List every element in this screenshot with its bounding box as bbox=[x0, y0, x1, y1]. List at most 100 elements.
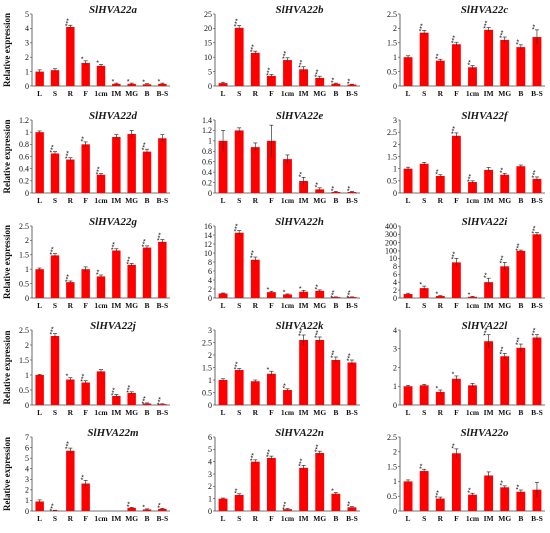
y-tick-label: 0 bbox=[393, 507, 397, 516]
x-tick-label: IM bbox=[111, 301, 121, 310]
x-tick-label: MG bbox=[313, 89, 326, 98]
significance-label: * bbox=[142, 504, 150, 509]
significance-label: *** bbox=[467, 173, 476, 183]
y-axis-label: Relative expression bbox=[2, 13, 12, 87]
significance-label: ** bbox=[330, 77, 338, 84]
x-tick-label: IM bbox=[111, 408, 121, 417]
x-tick-label: R bbox=[253, 514, 259, 523]
y-tick-label: 0.5 bbox=[387, 492, 397, 501]
significance-label: *** bbox=[141, 395, 150, 405]
bar bbox=[158, 508, 167, 511]
y-tick-label: 0.8 bbox=[202, 147, 212, 156]
x-tick-label: R bbox=[68, 301, 74, 310]
significance-label: * bbox=[282, 289, 290, 294]
x-tick-label: B-S bbox=[346, 408, 358, 417]
y-tick-label: 2 bbox=[393, 286, 397, 295]
x-tick-label: 1cm bbox=[94, 196, 108, 205]
bar bbox=[484, 341, 494, 405]
x-tick-label: B bbox=[333, 301, 338, 310]
bar bbox=[250, 381, 260, 405]
x-tick-label: MG bbox=[498, 301, 511, 310]
bar bbox=[112, 250, 121, 298]
chart-panel-slhva22b: SlHVA22b0510152025L***S***R***F***1cm***… bbox=[204, 4, 360, 98]
significance-label: ** bbox=[515, 484, 523, 491]
chart-title: SlHVA22f bbox=[461, 110, 509, 122]
x-tick-label: MG bbox=[313, 408, 326, 417]
y-tick-label: 6 bbox=[393, 270, 397, 279]
y-tick-label: 2 bbox=[25, 341, 29, 350]
y-tick-label: 0 bbox=[208, 294, 212, 303]
x-tick-label: B-S bbox=[531, 301, 543, 310]
x-tick-label: MG bbox=[498, 89, 511, 98]
significance-label: ** bbox=[126, 501, 134, 508]
significance-label: *** bbox=[330, 289, 339, 299]
chart-title: SlHVA22i bbox=[462, 216, 509, 228]
chart-title: SlHVA22h bbox=[275, 216, 324, 228]
x-tick-label: B-S bbox=[531, 514, 543, 523]
bar bbox=[266, 292, 276, 298]
x-tick-label: R bbox=[68, 196, 74, 205]
chart-title: SlHVA22e bbox=[276, 110, 324, 122]
significance-label: * bbox=[126, 78, 134, 83]
bar bbox=[484, 282, 494, 298]
bar bbox=[50, 153, 60, 193]
bar bbox=[50, 510, 60, 511]
x-tick-label: B bbox=[144, 301, 149, 310]
x-tick-label: 1cm bbox=[94, 301, 108, 310]
y-tick-label: 12 bbox=[204, 240, 212, 249]
bar bbox=[419, 385, 429, 405]
bar bbox=[96, 371, 106, 405]
y-tick-label: 3 bbox=[25, 39, 29, 48]
x-tick-label: L bbox=[221, 301, 226, 310]
y-tick-label: 1 bbox=[25, 265, 29, 274]
bar bbox=[250, 147, 260, 193]
significance-label: *** bbox=[346, 352, 355, 362]
x-tick-label: R bbox=[68, 514, 74, 523]
x-tick-label: S bbox=[237, 408, 241, 417]
x-tick-label: 1cm bbox=[466, 196, 480, 205]
x-tick-label: B bbox=[144, 408, 149, 417]
y-tick-label: 4 bbox=[25, 24, 29, 33]
y-tick-label: 0.6 bbox=[19, 152, 29, 161]
x-tick-label: IM bbox=[299, 408, 309, 417]
significance-label: ** bbox=[451, 443, 459, 450]
x-tick-label: R bbox=[438, 301, 444, 310]
significance-label: *** bbox=[483, 327, 492, 337]
bar bbox=[283, 390, 292, 405]
significance-label: *** bbox=[110, 241, 119, 251]
x-tick-label: 1cm bbox=[466, 514, 480, 523]
x-tick-label: L bbox=[221, 408, 226, 417]
y-tick-label: 2.5 bbox=[19, 326, 29, 335]
y-tick-label: 1.2 bbox=[202, 126, 212, 135]
y-tick-label: 2 bbox=[25, 236, 29, 245]
y-tick-label: 0 bbox=[25, 294, 29, 303]
x-tick-label: L bbox=[406, 301, 411, 310]
x-tick-label: IM bbox=[111, 514, 121, 523]
significance-label: *** bbox=[298, 458, 307, 468]
x-tick-label: IM bbox=[484, 301, 494, 310]
significance-label: *** bbox=[249, 250, 258, 260]
bar bbox=[127, 83, 136, 86]
bar bbox=[127, 393, 136, 405]
y-tick-label: 5 bbox=[25, 454, 29, 463]
significance-label: ** bbox=[314, 284, 322, 291]
bar bbox=[158, 241, 167, 298]
x-tick-label: L bbox=[37, 89, 42, 98]
x-tick-label: B bbox=[333, 89, 338, 98]
chart-title: SlHVA22c bbox=[461, 4, 509, 16]
x-tick-label: R bbox=[438, 408, 444, 417]
y-tick-label: 2 bbox=[25, 53, 29, 62]
bar bbox=[299, 291, 309, 298]
chart-panel-slhva22e: SlHVA22e 0 0.20.40.6 0.81 1.21.4 L S R F 1cm ** IM *… bbox=[202, 110, 360, 205]
bar bbox=[35, 375, 44, 405]
bar bbox=[81, 269, 90, 298]
bar bbox=[468, 494, 477, 511]
y-tick-label: 2 bbox=[393, 24, 397, 33]
y-tick-label: 0.4 bbox=[202, 168, 212, 177]
x-tick-label: B bbox=[518, 89, 523, 98]
x-tick-label: S bbox=[237, 89, 241, 98]
x-tick-label: F bbox=[454, 196, 459, 205]
significance-label: * bbox=[435, 385, 443, 390]
significance-label: *** bbox=[314, 444, 323, 454]
significance-label: ** bbox=[531, 24, 539, 31]
